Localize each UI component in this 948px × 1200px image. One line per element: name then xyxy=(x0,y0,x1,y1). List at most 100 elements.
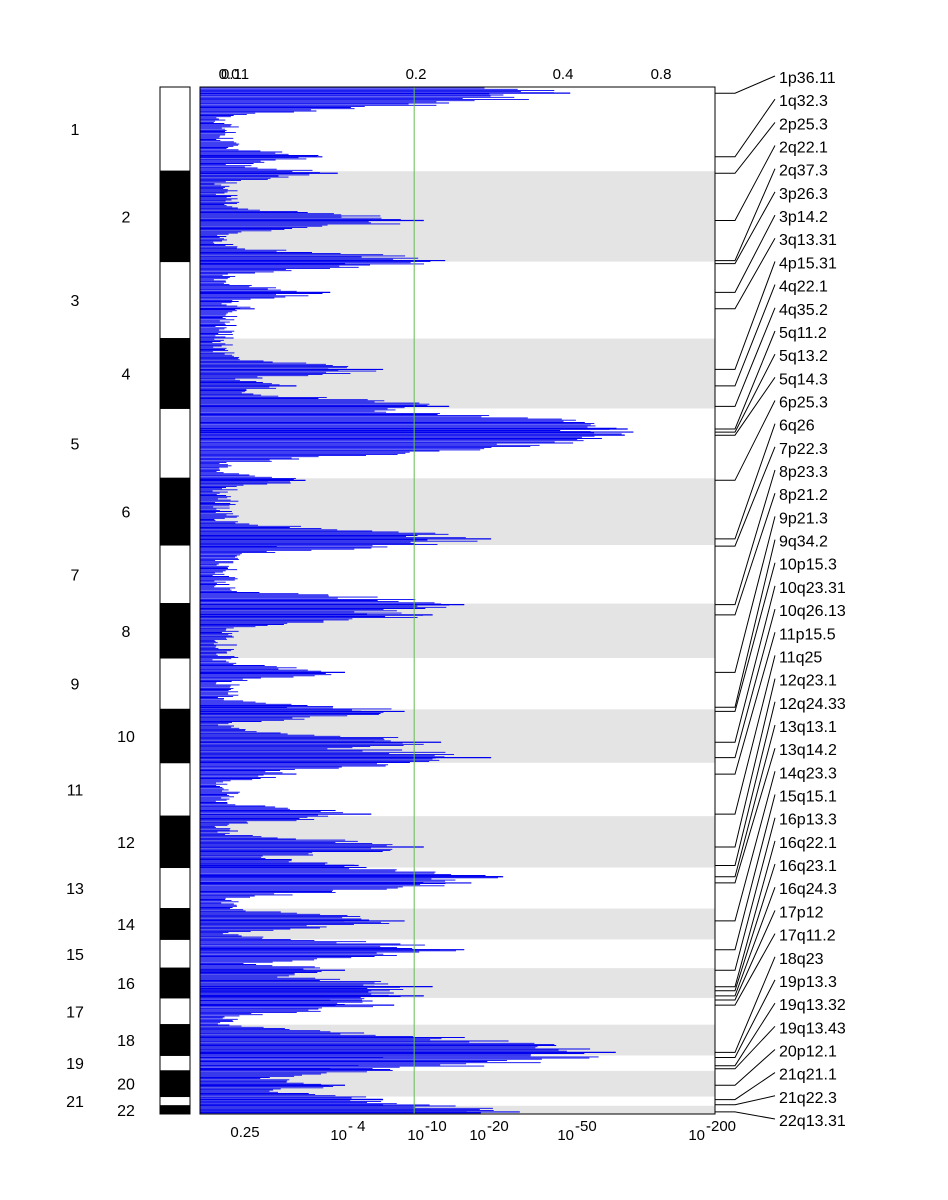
peak-leader-17q11.2 xyxy=(715,933,776,1006)
peak-leader-6p25.3 xyxy=(715,400,776,481)
peak-leader-16q23.1 xyxy=(715,863,776,992)
peak-leader-16q24.3 xyxy=(715,887,776,997)
bottom-tick-base: 10 xyxy=(330,1127,347,1144)
peak-label-10p15.3: 10p15.3 xyxy=(779,557,837,574)
peak-leader-4q35.2 xyxy=(715,307,776,407)
top-tick-0.0: 0.0 xyxy=(219,66,240,83)
peak-leader-2q37.3 xyxy=(715,168,776,262)
peak-leader-21q22.3 xyxy=(715,1095,776,1106)
ideogram-chr1 xyxy=(159,86,191,172)
peak-label-5q14.3: 5q14.3 xyxy=(779,371,828,388)
peak-label-9p21.3: 9p21.3 xyxy=(779,510,828,527)
peak-leader-3p14.2 xyxy=(715,214,776,293)
peak-leader-5q14.3 xyxy=(715,377,776,436)
peak-label-11p15.5: 11p15.5 xyxy=(779,626,836,643)
peak-leader-2q22.1 xyxy=(715,145,776,221)
peak-leader-16p13.3 xyxy=(715,817,776,971)
peak-label-10q23.31: 10q23.31 xyxy=(779,580,846,597)
peak-leader-4q22.1 xyxy=(715,284,776,387)
ideogram-chr8 xyxy=(159,603,191,659)
ideogram-chr13 xyxy=(159,867,191,910)
chromosome-label-3: 3 xyxy=(71,293,80,310)
band-chr2 xyxy=(200,171,715,262)
top-tick-0.8: 0.8 xyxy=(651,66,672,83)
bottom-tick-exponent: -50 xyxy=(575,1118,597,1135)
peak-label-17p12: 17p12 xyxy=(779,904,824,921)
bottom-tick: 10-200 xyxy=(688,1118,736,1144)
ideogram-chr21 xyxy=(159,1096,191,1107)
peak-label-6q26: 6q26 xyxy=(779,418,815,435)
peak-leader-16q22.1 xyxy=(715,840,776,988)
peak-leader-11q25 xyxy=(715,655,776,815)
bottom-tick-base: 10 xyxy=(557,1127,574,1144)
peak-leader-7p22.3 xyxy=(715,446,776,547)
peak-leader-17p12 xyxy=(715,910,776,1001)
peak-leader-20p12.1 xyxy=(715,1049,776,1086)
bottom-tick: 10-50 xyxy=(557,1118,596,1144)
top-axis-gscore: 0.00.11 0.2 0.4 0.8 xyxy=(219,66,672,83)
ideogram-chr19 xyxy=(159,1054,191,1072)
peak-leader-3q13.31 xyxy=(715,237,776,310)
chromosome-label-4: 4 xyxy=(122,367,131,384)
ideogram-chr7 xyxy=(159,544,191,605)
peak-leader-lines xyxy=(715,75,776,1120)
peak-leader-19p13.3 xyxy=(715,979,776,1058)
band-chr6 xyxy=(200,478,715,546)
peak-leader-8p23.3 xyxy=(715,469,776,606)
peak-leader-9p21.3 xyxy=(715,516,776,673)
peak-label-21q21.1: 21q21.1 xyxy=(779,1067,837,1084)
peak-leader-15q15.1 xyxy=(715,794,776,951)
ideogram-chr15 xyxy=(159,938,191,969)
top-tick-0.2: 0.2 xyxy=(406,66,427,83)
peak-leader-1q32.3 xyxy=(715,98,776,158)
peak-label-12q23.1: 12q23.1 xyxy=(779,673,837,690)
peak-label-1p36.11: 1p36.11 xyxy=(779,70,836,87)
peak-leader-10p15.3 xyxy=(715,562,776,712)
band-chr14 xyxy=(200,908,715,940)
peak-label-6p25.3: 6p25.3 xyxy=(779,394,828,411)
ideogram-chr18 xyxy=(159,1024,191,1056)
peak-label-5q11.2: 5q11.2 xyxy=(779,325,827,342)
peak-leader-5q13.2 xyxy=(715,353,776,433)
peak-label-2p25.3: 2p25.3 xyxy=(779,116,828,133)
peak-label-8p23.3: 8p23.3 xyxy=(779,464,828,481)
chromosome-ideogram xyxy=(159,86,191,1115)
bottom-tick: 10- 4 xyxy=(330,1118,365,1144)
bottom-tick-exponent: - 4 xyxy=(348,1118,366,1135)
peak-label-13q14.2: 13q14.2 xyxy=(779,742,837,759)
ideogram-chr16 xyxy=(159,967,191,999)
chromosome-label-5: 5 xyxy=(71,436,80,453)
peak-label-17q11.2: 17q11.2 xyxy=(779,928,836,945)
top-tick-0.4: 0.4 xyxy=(553,66,574,83)
peak-label-9q34.2: 9q34.2 xyxy=(779,534,828,551)
peak-label-19q13.43: 19q13.43 xyxy=(779,1020,846,1037)
peak-label-16p13.3: 16p13.3 xyxy=(779,812,837,829)
peak-label-7p22.3: 7p22.3 xyxy=(779,441,828,458)
peak-leader-2p25.3 xyxy=(715,122,776,174)
plot-frame xyxy=(199,86,716,1115)
bottom-tick: 0.25 xyxy=(230,1124,259,1141)
gscore-trace-path xyxy=(199,86,622,1115)
bottom-tick-base: 10 xyxy=(407,1127,424,1144)
peak-label-19p13.3: 19p13.3 xyxy=(779,974,837,991)
peak-leader-13q13.1 xyxy=(715,724,776,878)
chromosome-label-16: 16 xyxy=(117,976,135,993)
peak-label-14q23.3: 14q23.3 xyxy=(779,765,837,782)
peak-leader-19q13.43 xyxy=(715,1025,776,1070)
peak-label-16q22.1: 16q22.1 xyxy=(779,835,837,852)
ideogram-chr11 xyxy=(159,762,191,817)
peak-leader-9q34.2 xyxy=(715,539,776,708)
peak-label-5q13.2: 5q13.2 xyxy=(779,348,828,365)
chromosome-label-19: 19 xyxy=(66,1056,84,1073)
chromosome-label-21: 21 xyxy=(66,1094,84,1111)
peak-label-15q15.1: 15q15.1 xyxy=(779,789,837,806)
chromosome-label-11: 11 xyxy=(67,782,84,799)
chromosome-label-2: 2 xyxy=(122,209,131,226)
ideogram-chr3 xyxy=(159,261,191,340)
peak-leader-14q23.3 xyxy=(715,771,776,922)
peak-leader-12q23.1 xyxy=(715,678,776,848)
peak-label-16q24.3: 16q24.3 xyxy=(779,881,837,898)
peak-leader-10q23.31 xyxy=(715,585,776,743)
peak-label-2q37.3: 2q37.3 xyxy=(779,163,828,180)
